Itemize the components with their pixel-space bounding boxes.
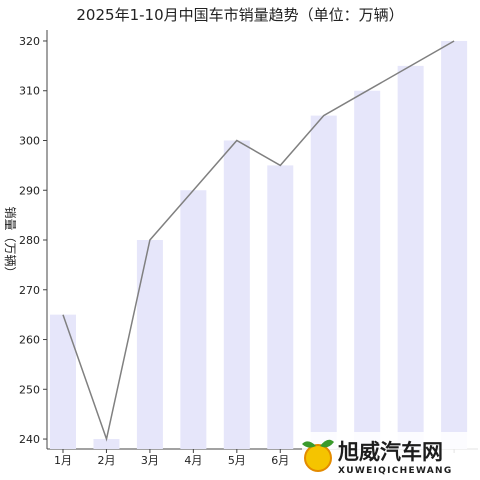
y-tick-label-320: 320	[19, 35, 40, 48]
bar-6月	[267, 165, 294, 450]
y-tick-label-240: 240	[19, 433, 40, 446]
y-tick-label-250: 250	[19, 383, 40, 396]
bar-9月	[397, 65, 424, 450]
y-axis-label: 销量（万辆）	[3, 206, 17, 278]
bar-7月	[310, 115, 337, 450]
watermark-background	[302, 432, 478, 478]
bar-3月	[136, 240, 163, 449]
y-tick-label-280: 280	[19, 234, 40, 247]
leaf-icon-2	[320, 439, 334, 448]
x-tick-label-2月: 2月	[97, 454, 115, 467]
chart-title: 2025年1-10月中国车市销量趋势（单位：万辆）	[76, 6, 404, 24]
watermark-text: 旭威汽车网	[337, 440, 443, 464]
bar-5月	[223, 140, 250, 450]
bar-1月	[50, 314, 76, 449]
x-tick-label-1月: 1月	[54, 454, 72, 467]
orange-icon	[304, 444, 332, 472]
bar-8月	[354, 90, 381, 450]
x-tick-label-4月: 4月	[184, 454, 202, 467]
trend-line	[62, 40, 455, 442]
y-tick-label-270: 270	[19, 284, 40, 297]
x-tick-label-3月: 3月	[141, 454, 159, 467]
bar-10月	[441, 40, 468, 450]
x-tick-label-6月: 6月	[271, 454, 289, 467]
bar-2月	[93, 439, 120, 449]
y-tick-label-290: 290	[19, 184, 40, 197]
bar-4月	[180, 190, 207, 450]
watermark-subtext: XUWEIQICHEWANG	[338, 466, 453, 476]
watermark-logo: 旭威汽车网 XUWEIQICHEWANG	[302, 432, 478, 478]
leaf-icon	[302, 441, 316, 448]
y-tick-label-260: 260	[19, 334, 40, 347]
x-tick-label-5月: 5月	[228, 454, 246, 467]
y-tick-label-300: 300	[19, 134, 40, 147]
y-tick-label-310: 310	[19, 85, 40, 98]
